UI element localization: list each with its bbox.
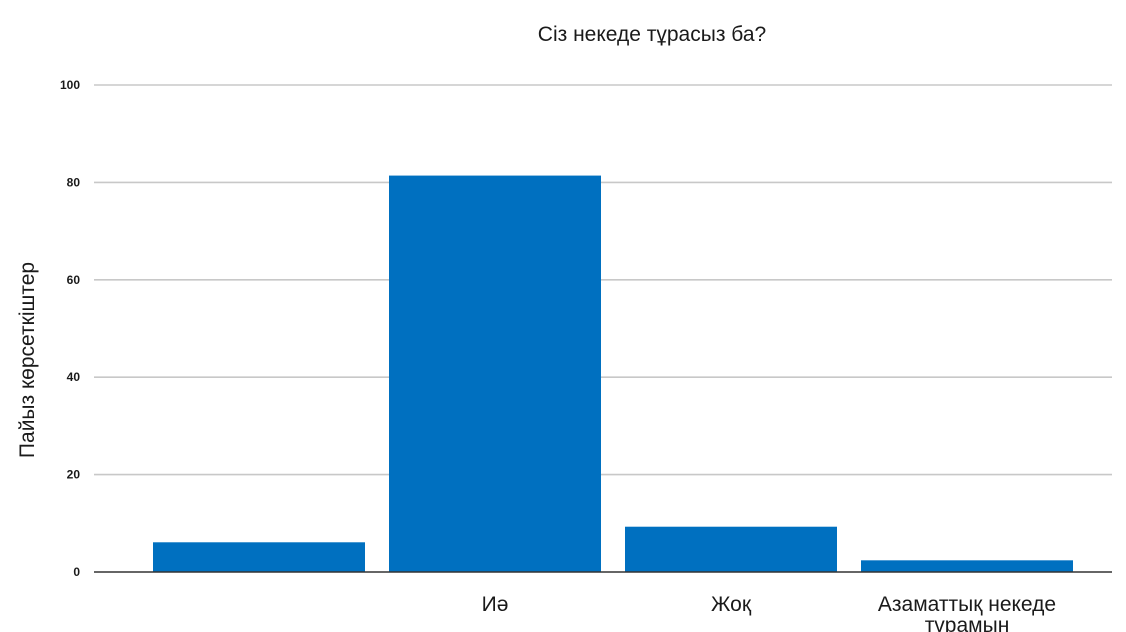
bar — [861, 560, 1073, 572]
y-tick-label: 60 — [67, 273, 81, 287]
y-tick-label: 80 — [67, 175, 81, 189]
y-tick-label: 0 — [73, 565, 80, 579]
bar — [153, 542, 365, 572]
bar — [389, 176, 601, 572]
chart-title: Сіз некеде тұрасыз ба? — [538, 23, 766, 46]
x-category-label: Иә — [482, 593, 509, 616]
bar — [625, 527, 837, 572]
gridlines — [94, 85, 1112, 475]
y-axis-label: Пайыз көрсеткіштер — [16, 262, 39, 458]
y-tick-label: 20 — [67, 468, 81, 482]
bars — [153, 176, 1073, 572]
y-tick-label: 100 — [60, 78, 80, 92]
x-category-label: Азаматтық некеде — [878, 593, 1056, 616]
y-axis-ticks: 0 20 40 60 80 100 — [60, 78, 80, 579]
y-tick-label: 40 — [67, 370, 81, 384]
x-category-label: Жоқ — [711, 593, 752, 616]
x-category-label: тұрамын — [925, 614, 1010, 632]
